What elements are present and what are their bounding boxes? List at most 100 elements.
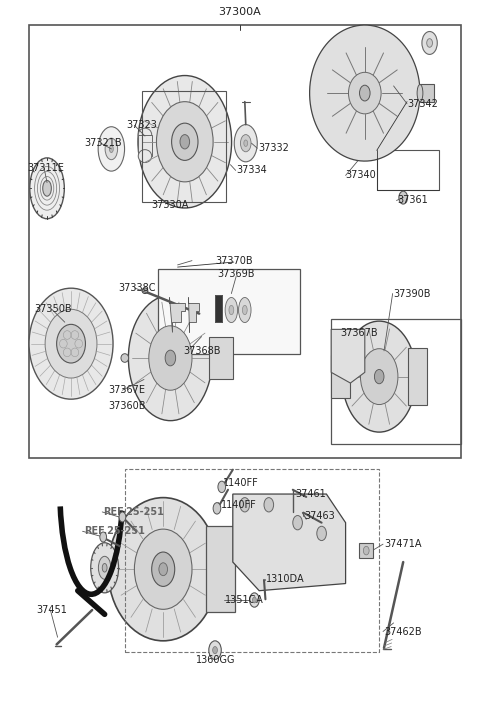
Ellipse shape [242, 305, 247, 314]
Text: 37334: 37334 [237, 165, 267, 175]
Ellipse shape [43, 180, 51, 196]
Text: 37370B: 37370B [215, 256, 252, 266]
Text: 1140FF: 1140FF [223, 478, 259, 488]
Ellipse shape [342, 321, 417, 432]
Ellipse shape [239, 297, 251, 322]
Bar [142, 91, 226, 202]
Circle shape [264, 498, 274, 512]
Bar [331, 319, 461, 444]
Ellipse shape [98, 556, 111, 579]
Ellipse shape [134, 529, 192, 609]
Ellipse shape [360, 85, 370, 101]
Bar [215, 295, 222, 322]
Ellipse shape [57, 324, 85, 363]
Bar [125, 469, 379, 652]
Text: 1360GG: 1360GG [196, 655, 236, 665]
Text: 37368B: 37368B [184, 346, 221, 356]
Ellipse shape [121, 354, 129, 362]
Ellipse shape [45, 309, 97, 378]
Circle shape [100, 532, 107, 542]
Polygon shape [233, 494, 346, 591]
Polygon shape [188, 297, 199, 332]
Ellipse shape [422, 32, 437, 54]
Ellipse shape [156, 102, 213, 182]
Ellipse shape [102, 563, 107, 572]
Bar [359, 543, 373, 558]
Ellipse shape [138, 150, 152, 163]
Ellipse shape [399, 191, 408, 204]
Ellipse shape [138, 75, 232, 208]
Text: 37461: 37461 [295, 489, 326, 499]
Circle shape [119, 512, 126, 522]
Bar [215, 295, 222, 322]
Ellipse shape [109, 145, 113, 153]
Text: 37330A: 37330A [152, 200, 189, 211]
Ellipse shape [108, 498, 218, 641]
Ellipse shape [360, 349, 398, 405]
Ellipse shape [234, 125, 257, 162]
Polygon shape [169, 297, 185, 332]
Text: 37300A: 37300A [218, 7, 262, 17]
Text: 37323: 37323 [126, 120, 157, 130]
Ellipse shape [225, 297, 238, 322]
Ellipse shape [229, 305, 234, 314]
Circle shape [213, 647, 217, 654]
Bar [331, 355, 350, 398]
Polygon shape [310, 25, 420, 161]
Bar [420, 84, 434, 102]
Ellipse shape [336, 342, 345, 359]
Text: 37369B: 37369B [217, 269, 255, 279]
Text: 37451: 37451 [36, 605, 67, 615]
Bar [209, 337, 233, 379]
Text: 37340: 37340 [346, 170, 376, 180]
Bar [138, 135, 152, 156]
Text: 1140FF: 1140FF [221, 500, 256, 510]
Ellipse shape [152, 552, 175, 586]
Text: 37321B: 37321B [84, 138, 122, 148]
Ellipse shape [180, 135, 190, 149]
Text: REF.25-251: REF.25-251 [103, 507, 164, 517]
Text: REF.25-251: REF.25-251 [84, 526, 145, 536]
Text: 37332: 37332 [258, 143, 289, 153]
Text: 37342: 37342 [407, 99, 438, 109]
Ellipse shape [98, 127, 125, 171]
Text: 1351GA: 1351GA [225, 595, 264, 605]
Ellipse shape [142, 288, 148, 294]
Ellipse shape [138, 128, 152, 141]
Text: 37350B: 37350B [34, 304, 72, 314]
Circle shape [218, 481, 226, 493]
Bar [158, 268, 300, 354]
Text: 37367B: 37367B [340, 328, 377, 338]
Text: 37367E: 37367E [108, 385, 146, 395]
Ellipse shape [29, 288, 113, 400]
Circle shape [250, 593, 259, 607]
Circle shape [293, 516, 302, 530]
Bar [29, 25, 461, 458]
Ellipse shape [105, 138, 118, 160]
Text: 37361: 37361 [397, 195, 428, 205]
Ellipse shape [30, 158, 64, 219]
Ellipse shape [165, 350, 176, 366]
Ellipse shape [159, 563, 168, 576]
Ellipse shape [417, 84, 423, 102]
Text: 37311E: 37311E [27, 163, 64, 173]
Ellipse shape [374, 369, 384, 384]
Ellipse shape [91, 543, 119, 593]
Text: 37338C: 37338C [118, 283, 156, 293]
Bar [377, 150, 439, 190]
Ellipse shape [240, 135, 251, 152]
Polygon shape [331, 329, 365, 383]
Circle shape [240, 498, 250, 512]
Circle shape [213, 503, 221, 514]
Circle shape [209, 641, 221, 659]
Text: 37360B: 37360B [108, 401, 146, 411]
Ellipse shape [244, 140, 248, 146]
Ellipse shape [363, 546, 369, 555]
Ellipse shape [128, 295, 212, 420]
Bar [408, 348, 427, 405]
Text: 37462B: 37462B [384, 626, 421, 637]
Bar [206, 526, 235, 612]
Text: 1310DA: 1310DA [266, 574, 305, 584]
Text: 37463: 37463 [305, 511, 336, 521]
Ellipse shape [348, 342, 357, 359]
